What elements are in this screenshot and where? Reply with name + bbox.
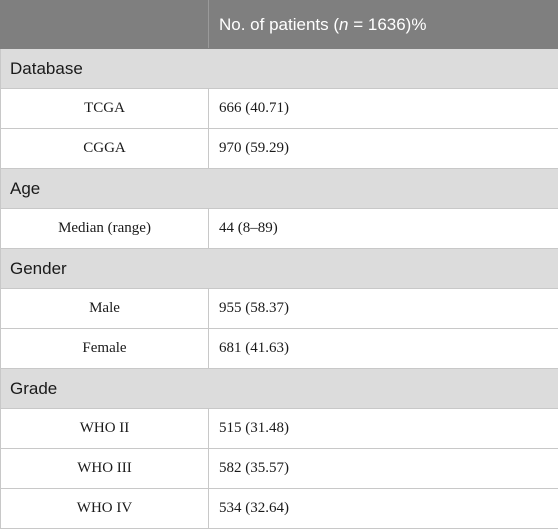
row-value: 666 (40.71) <box>209 89 558 129</box>
table-row: WHO II 515 (31.48) <box>1 409 558 449</box>
section-row-database: Database <box>1 49 558 89</box>
row-value: 515 (31.48) <box>209 409 558 449</box>
row-value: 970 (59.29) <box>209 129 558 169</box>
row-label: Median (range) <box>1 209 209 249</box>
table-row: Male 955 (58.37) <box>1 289 558 329</box>
header-suffix: = 1636)% <box>348 15 426 34</box>
section-title: Grade <box>1 369 558 409</box>
table-header-row: No. of patients (n = 1636)% <box>1 1 558 49</box>
table-row: CGGA 970 (59.29) <box>1 129 558 169</box>
row-value: 44 (8–89) <box>209 209 558 249</box>
row-label: Female <box>1 329 209 369</box>
header-prefix: No. of patients ( <box>219 15 339 34</box>
row-label: CGGA <box>1 129 209 169</box>
table-row: Female 681 (41.63) <box>1 329 558 369</box>
table-row: TCGA 666 (40.71) <box>1 89 558 129</box>
header-patients-cell: No. of patients (n = 1636)% <box>209 1 558 49</box>
section-title: Database <box>1 49 558 89</box>
table-row: WHO III 582 (35.57) <box>1 449 558 489</box>
row-value: 582 (35.57) <box>209 449 558 489</box>
row-label: Male <box>1 289 209 329</box>
section-row-gender: Gender <box>1 249 558 289</box>
row-label: WHO III <box>1 449 209 489</box>
section-title: Gender <box>1 249 558 289</box>
section-row-grade: Grade <box>1 369 558 409</box>
row-label: WHO II <box>1 409 209 449</box>
section-title: Age <box>1 169 558 209</box>
section-row-age: Age <box>1 169 558 209</box>
row-value: 955 (58.37) <box>209 289 558 329</box>
table-row: Median (range) 44 (8–89) <box>1 209 558 249</box>
row-label: TCGA <box>1 89 209 129</box>
header-blank-cell <box>1 1 209 49</box>
row-value: 681 (41.63) <box>209 329 558 369</box>
